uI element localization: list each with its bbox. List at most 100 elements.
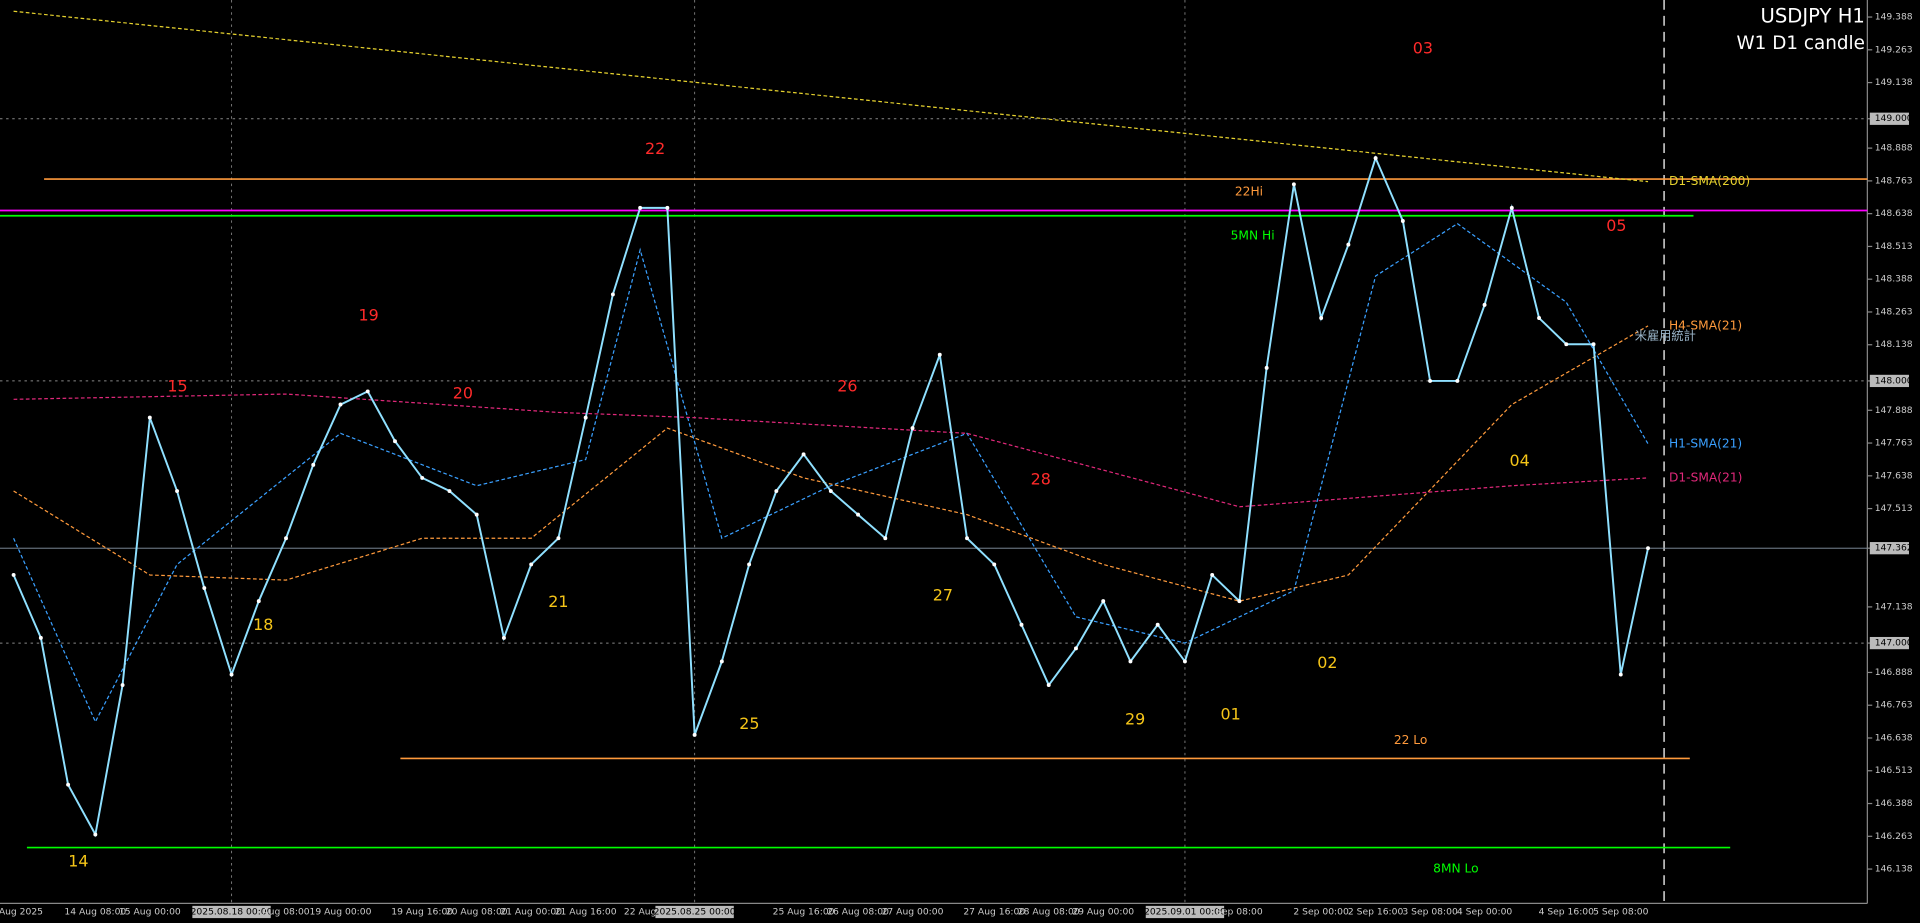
x-tick-label: 28 Aug 08:00	[1018, 906, 1080, 917]
y-tick-label: 148.763	[1875, 175, 1913, 186]
price-point	[529, 562, 534, 567]
x-tick-label: 14 Aug 08:00	[64, 906, 126, 917]
price-point	[501, 635, 506, 640]
price-point	[692, 732, 697, 737]
price-point	[11, 572, 16, 577]
annotation: 20	[453, 384, 473, 403]
price-point	[1482, 302, 1487, 307]
y-tick-label: 146.513	[1875, 765, 1913, 776]
y-tick-label: 148.263	[1875, 306, 1913, 317]
price-point	[1428, 378, 1433, 383]
price-point	[937, 352, 942, 357]
price-point	[474, 512, 479, 517]
price-point	[311, 462, 316, 467]
y-tick-highlight	[1869, 112, 1909, 125]
x-tick-label: 2 Sep 00:00	[1293, 906, 1349, 917]
annotation: 28	[1031, 469, 1051, 488]
price-point	[365, 389, 370, 394]
x-tick-label: 15 Aug 00:00	[119, 906, 181, 917]
annotation: 01	[1220, 704, 1240, 723]
price-point	[1618, 672, 1623, 677]
x-tick-label: 29 Aug 00:00	[1072, 906, 1134, 917]
annotation: 03	[1413, 38, 1433, 57]
annotation: 21	[548, 592, 568, 611]
annotation: 05	[1606, 216, 1626, 235]
x-tick-label: Sep 08:00	[1216, 906, 1263, 917]
indicator-line	[13, 222, 1649, 724]
price-point	[447, 489, 452, 493]
x-tick-label: 4 Sep 00:00	[1457, 906, 1513, 917]
price-point	[93, 832, 98, 837]
x-tick-label: 20 Aug 08:00	[446, 906, 508, 917]
annotation: 29	[1125, 709, 1145, 728]
indicator-line	[13, 393, 1649, 508]
chart-title: USDJPY H1	[1761, 5, 1865, 28]
y-tick-label: 146.763	[1875, 700, 1913, 711]
y-tick-label: 147.000	[1875, 638, 1913, 649]
price-point	[1537, 316, 1542, 320]
y-tick-label: 149.000	[1875, 113, 1913, 124]
y-tick-label: 148.513	[1875, 241, 1913, 252]
price-point	[992, 562, 997, 567]
chart-subtitle: W1 D1 candle	[1737, 33, 1865, 54]
price-point	[1155, 622, 1160, 627]
level-label: 5MN Hi	[1231, 229, 1275, 243]
price-point	[1591, 342, 1596, 347]
price-point	[38, 635, 43, 640]
x-tick-label: 19 Aug 00:00	[310, 906, 372, 917]
y-tick-label: 148.000	[1875, 375, 1913, 386]
price-point	[1291, 182, 1296, 187]
y-tick-label: 146.388	[1875, 798, 1913, 809]
price-point	[1346, 242, 1351, 247]
price-point	[420, 475, 425, 480]
price-point	[910, 426, 915, 431]
annotation: 04	[1509, 451, 1529, 470]
x-tick-label: 4 Sep 16:00	[1539, 906, 1595, 917]
price-point	[1128, 659, 1133, 664]
y-tick-label: 147.638	[1875, 470, 1913, 481]
y-tick-label: 148.888	[1875, 143, 1913, 154]
y-tick-label: 146.888	[1875, 667, 1913, 678]
x-tick-label: 27 Aug 00:00	[882, 906, 944, 917]
price-point	[1182, 659, 1187, 664]
price-point	[1237, 599, 1242, 604]
x-tick-label: 2025.08.25 00:00	[654, 906, 736, 917]
x-tick-label: Aug 08:00	[262, 906, 309, 917]
y-tick-label: 147.138	[1875, 601, 1913, 612]
price-point	[1646, 546, 1650, 551]
x-tick-label: 26 Aug 08:00	[827, 906, 889, 917]
x-tick-label: 2025.08.18 00:00	[191, 906, 273, 917]
x-tick-label: 22 Aug	[624, 906, 657, 917]
x-tick-label: 13 Aug 2025	[0, 906, 43, 917]
x-tick-label: 5 Sep 08:00	[1593, 906, 1649, 917]
price-point	[1019, 622, 1024, 627]
indicator-label: H1-SMA(21)	[1669, 436, 1742, 450]
y-tick-label: 146.263	[1875, 831, 1913, 842]
x-tick-label: 21 Aug 00:00	[500, 906, 562, 917]
y-tick-label: 149.388	[1875, 12, 1913, 23]
indicator-line	[13, 325, 1649, 602]
y-tick-label: 148.638	[1875, 208, 1913, 219]
y-tick-label: 147.763	[1875, 438, 1913, 449]
price-point	[147, 415, 152, 420]
price-point	[1400, 219, 1405, 223]
y-tick-highlight	[1869, 542, 1909, 555]
y-tick-label: 146.138	[1875, 864, 1913, 875]
x-tick-label: 3 Sep 08:00	[1402, 906, 1458, 917]
price-point	[120, 683, 125, 687]
price-point	[1564, 342, 1569, 347]
price-point	[856, 512, 861, 517]
indicator-label: H4-SMA(21)	[1669, 318, 1742, 332]
price-point	[1210, 572, 1215, 577]
price-point	[1373, 156, 1378, 161]
price-point	[284, 536, 288, 541]
annotation: 18	[253, 615, 273, 634]
y-tick-highlight	[1869, 374, 1909, 388]
price-point	[229, 672, 234, 677]
price-point	[556, 536, 561, 541]
price-point	[828, 489, 833, 493]
annotation: 25	[739, 714, 759, 733]
indicator-label: D1-SMA(21)	[1669, 470, 1742, 484]
annotation: 15	[167, 376, 187, 395]
